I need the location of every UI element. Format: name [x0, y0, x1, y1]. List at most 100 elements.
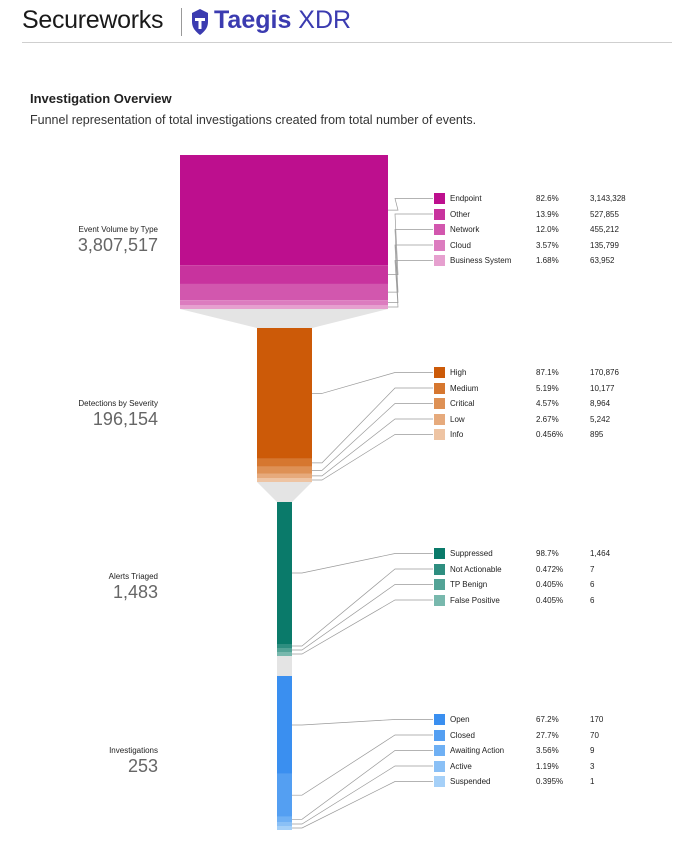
legend-row: Business System 1.68% 63,952 [434, 255, 674, 267]
stage-total: 3,807,517 [77, 235, 158, 255]
legend-swatch [434, 398, 445, 409]
legend-percent: 67.2% [536, 715, 559, 724]
legend-swatch [434, 563, 445, 575]
connector-line [292, 765, 433, 825]
funnel-segment-critical [257, 466, 312, 474]
legend-swatch [434, 208, 445, 220]
legend-name: Info [450, 430, 464, 439]
legend-swatch [434, 745, 445, 756]
legend-percent: 12.0% [536, 225, 559, 234]
funnel-segment-info [257, 478, 312, 482]
funnel-segment-other [180, 265, 388, 284]
stage-label: Event Volume by Type [78, 225, 158, 234]
stage-label: Alerts Triaged [108, 572, 158, 581]
stage-total: 253 [127, 756, 158, 776]
legend-row: Awaiting Action 3.56% 9 [434, 745, 674, 757]
funnel-segment-false-positive [277, 652, 292, 656]
legend-count: 63,952 [590, 256, 615, 265]
legend-percent: 0.395% [536, 777, 564, 786]
legend-percent: 3.56% [536, 746, 559, 755]
funnel-segment-awaiting-action [277, 816, 292, 822]
legend-count: 170 [590, 715, 604, 724]
legend-name: TP Benign [450, 580, 488, 589]
legend-name: Suspended [450, 777, 491, 786]
legend-swatch [434, 776, 445, 787]
legend-percent: 1.68% [536, 256, 559, 265]
page-title: Investigation Overview [30, 91, 172, 106]
stage-label: Detections by Severity [78, 399, 158, 408]
legend-count: 895 [590, 430, 604, 439]
legend-swatch [434, 729, 445, 741]
legend-swatch [434, 594, 445, 606]
legend-count: 3,143,328 [590, 194, 626, 203]
funnel-segment-endpoint [180, 155, 388, 266]
connector-line [292, 781, 433, 829]
funnel-connector [257, 482, 312, 502]
logo-divider [181, 8, 182, 36]
legend-name: Open [450, 715, 470, 724]
legend-swatch [434, 429, 445, 440]
legend-name: Network [450, 225, 480, 234]
legend-swatch [434, 224, 445, 235]
legend-row: Low 2.67% 5,242 [434, 413, 674, 426]
funnel-segment-high [257, 328, 312, 459]
funnel-connector [180, 309, 388, 328]
legend-row: Info 0.456% 895 [434, 429, 674, 441]
legend-count: 7 [590, 564, 595, 574]
connector-line [292, 734, 433, 796]
legend-count: 70 [590, 730, 599, 740]
funnel-segment-suppressed [277, 502, 292, 644]
legend-swatch [434, 413, 445, 425]
legend-row: Suspended 0.395% 1 [434, 776, 674, 788]
legend-swatch [434, 193, 445, 204]
funnel-segment-open [277, 676, 292, 774]
connector-line [312, 403, 433, 471]
legend-percent: 87.1% [536, 368, 559, 377]
legend-count: 527,855 [590, 209, 619, 219]
connector-line [292, 568, 433, 647]
connector-line [292, 599, 433, 655]
legend-percent: 3.57% [536, 240, 559, 250]
legend-swatch [434, 255, 445, 266]
legend-name: Closed [450, 730, 475, 740]
legend-name: Critical [450, 399, 475, 408]
secureworks-logo: Secureworks [22, 6, 164, 34]
connector-line [312, 418, 433, 477]
legend-name: Not Actionable [450, 564, 502, 574]
funnel-segment-tp-benign [277, 648, 292, 652]
connector-line [388, 198, 433, 211]
legend-count: 8,964 [590, 399, 611, 408]
legend-count: 170,876 [590, 368, 619, 377]
taegis-shield-icon [192, 9, 208, 35]
legend-percent: 27.7% [536, 730, 559, 740]
funnel-segment-low [257, 473, 312, 478]
legend-row: Other 13.9% 527,855 [434, 208, 674, 221]
funnel-segment-medium [257, 458, 312, 467]
stage-total: 1,483 [112, 582, 158, 602]
legend-swatch [434, 760, 445, 772]
legend-percent: 13.9% [536, 209, 559, 219]
legend-count: 6 [590, 580, 595, 589]
legend-swatch [434, 579, 445, 590]
legend-percent: 0.405% [536, 595, 564, 605]
connector-line [312, 434, 433, 481]
legend-row: Closed 27.7% 70 [434, 729, 674, 742]
legend-name: Medium [450, 383, 479, 393]
legend-percent: 0.456% [536, 430, 564, 439]
legend-row: False Positive 0.405% 6 [434, 594, 674, 607]
taegis-xdr-logo: Taegis XDR [214, 6, 352, 34]
funnel-segment-suspended [277, 826, 292, 830]
legend-name: Endpoint [450, 194, 482, 203]
connector-line [312, 387, 433, 464]
connector-line [292, 553, 433, 574]
legend-percent: 0.405% [536, 580, 564, 589]
stage-label: Investigations [109, 746, 158, 755]
legend-row: High 87.1% 170,876 [434, 367, 674, 379]
legend-percent: 98.7% [536, 549, 559, 558]
legend-percent: 0.472% [536, 564, 564, 574]
legend-count: 135,799 [590, 240, 619, 250]
stage-total: 196,154 [92, 409, 158, 429]
legend-swatch [434, 548, 445, 559]
legend-row: Open 67.2% 170 [434, 714, 674, 726]
connector-line [292, 719, 433, 726]
